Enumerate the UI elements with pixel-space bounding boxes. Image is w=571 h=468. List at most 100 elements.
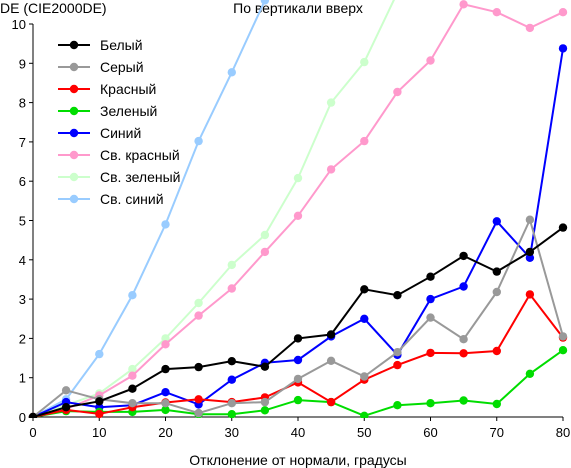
data-point	[260, 230, 270, 240]
legend-swatch-marker	[69, 172, 79, 182]
data-point	[459, 396, 468, 405]
data-point	[128, 384, 137, 393]
data-point	[161, 220, 170, 229]
data-point	[558, 346, 568, 355]
data-point	[393, 87, 402, 97]
x-tick-label: 10	[92, 425, 106, 440]
legend-label: Св. зеленый	[100, 169, 180, 185]
data-point	[28, 412, 38, 418]
data-point	[95, 409, 104, 418]
data-point	[128, 399, 137, 408]
data-point	[194, 136, 203, 146]
data-point	[161, 399, 170, 408]
y-axis-label: DE (CIE2000DE)	[0, 0, 107, 16]
data-point	[260, 247, 270, 257]
y-tick-label: 0	[19, 410, 26, 425]
data-point	[492, 217, 501, 226]
data-point	[426, 348, 435, 358]
data-point	[293, 173, 303, 183]
data-point	[260, 397, 270, 407]
series-layer	[28, 0, 568, 418]
data-point	[194, 362, 203, 372]
data-point	[128, 371, 137, 380]
data-point	[360, 314, 369, 323]
series-5	[28, 0, 568, 418]
legend-swatch-marker	[69, 128, 79, 138]
data-point	[426, 313, 435, 322]
data-point	[360, 285, 369, 294]
data-point	[492, 8, 501, 17]
data-point	[459, 282, 468, 291]
data-point	[161, 340, 170, 349]
data-point	[227, 375, 236, 384]
data-point	[558, 223, 568, 232]
data-point	[128, 364, 137, 374]
legend-item: Белый	[58, 37, 143, 53]
data-point	[227, 399, 236, 408]
data-point	[260, 362, 270, 371]
legend-item: Зеленый	[58, 103, 157, 119]
data-point	[492, 267, 501, 276]
data-point	[194, 408, 203, 418]
legend-swatch-marker	[69, 150, 79, 160]
data-point	[426, 272, 435, 281]
legend-swatch-marker	[69, 194, 79, 204]
x-tick-label: 50	[357, 425, 371, 440]
x-tick-label: 80	[556, 425, 570, 440]
data-point	[360, 57, 369, 67]
data-point	[558, 8, 568, 17]
legend-item: Синий	[58, 125, 141, 141]
data-point	[360, 372, 369, 381]
data-point	[459, 251, 468, 261]
data-point	[393, 360, 402, 370]
data-point	[326, 356, 336, 365]
legend: Белый Серый Красный Зеленый Синий Св. красный…	[58, 37, 180, 207]
data-point	[326, 165, 336, 174]
data-point	[128, 291, 137, 300]
x-tick-label: 30	[225, 425, 239, 440]
x-tick-label: 20	[158, 425, 172, 440]
x-axis-label: Отклонение от нормали, градусы	[189, 452, 406, 468]
data-point	[194, 298, 203, 308]
series-1	[28, 215, 568, 418]
y-tick-label: 7	[19, 135, 26, 150]
data-point	[227, 357, 236, 366]
data-point	[426, 294, 435, 304]
data-point	[326, 98, 336, 107]
data-point	[426, 399, 435, 408]
y-tick-label: 6	[19, 174, 26, 189]
data-point	[393, 291, 402, 300]
data-point	[492, 399, 501, 409]
data-point	[194, 311, 203, 320]
axes: 0 1 2 3 4 5 6 7 8 9 10 0 10 20 30 40 50 60 70 80	[12, 17, 571, 440]
y-tick-label: 2	[19, 331, 26, 346]
data-point	[393, 401, 402, 410]
data-point	[227, 260, 236, 270]
data-point	[161, 388, 170, 397]
data-point	[558, 332, 568, 341]
legend-swatch-marker	[69, 62, 79, 72]
data-point	[525, 290, 535, 299]
data-point	[61, 386, 71, 395]
data-point	[95, 349, 104, 359]
data-point	[61, 403, 71, 412]
data-point	[194, 395, 203, 404]
y-tick-label: 4	[19, 253, 26, 268]
data-point	[227, 410, 236, 418]
x-tick-label: 0	[29, 425, 36, 440]
data-point	[459, 335, 468, 344]
series-line	[32, 0, 395, 418]
data-point	[293, 395, 303, 405]
data-point	[525, 369, 535, 378]
data-point	[260, 0, 270, 5]
legend-label: Зеленый	[100, 103, 157, 119]
data-point	[426, 56, 435, 65]
data-point	[227, 284, 236, 293]
legend-label: Св. синий	[100, 191, 164, 207]
y-tick-label: 8	[19, 96, 26, 111]
series-0	[28, 223, 568, 418]
data-point	[326, 397, 336, 407]
x-tick-label: 40	[291, 425, 305, 440]
legend-label: Св. красный	[100, 147, 180, 163]
